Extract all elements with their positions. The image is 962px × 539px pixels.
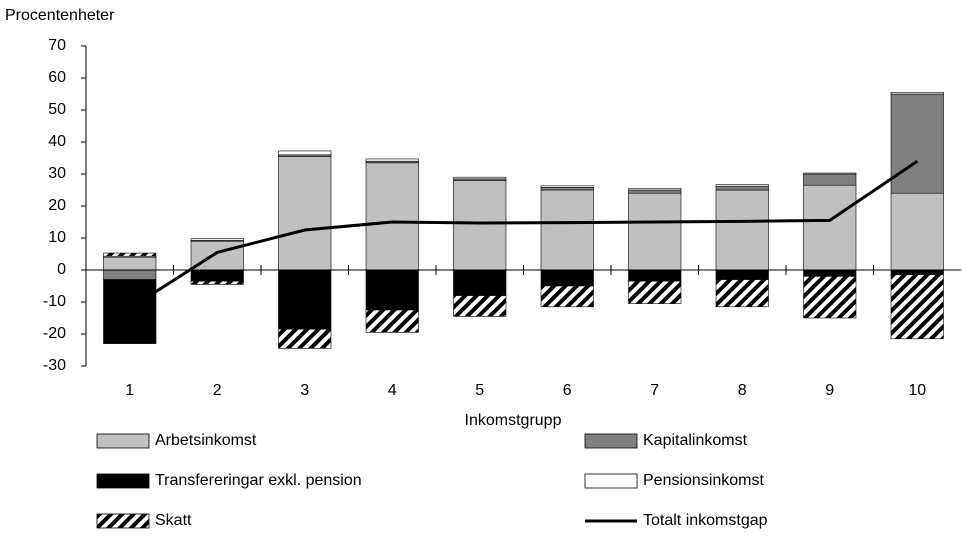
bar-segment <box>453 180 507 271</box>
bar-segment <box>103 256 157 271</box>
x-tick-label: 9 <box>825 382 834 399</box>
bar-segment <box>453 295 507 317</box>
legend-label: Skatt <box>155 512 192 529</box>
x-tick-label: 3 <box>300 382 309 399</box>
bar-segment <box>103 269 157 280</box>
bar-segment <box>628 189 682 194</box>
y-tick-label: 30 <box>48 165 66 182</box>
bar-segment <box>278 156 332 271</box>
legend-label: Transfereringar exkl. pension <box>155 472 362 489</box>
legend-label: Pensionsinkomst <box>643 472 765 489</box>
legend-swatch <box>96 513 150 529</box>
y-axis-label: Procentenheter <box>5 7 115 24</box>
bar-segment <box>453 269 507 296</box>
bar-segment <box>628 192 682 271</box>
bar-segment <box>365 309 419 333</box>
bar-segment <box>365 158 419 162</box>
x-tick-label: 6 <box>563 382 572 399</box>
bar-segment <box>890 192 944 271</box>
bar-segment <box>715 184 769 187</box>
bar-segment <box>628 188 682 191</box>
bar-segment <box>803 172 857 175</box>
bar-segment <box>453 176 507 180</box>
bar-segment <box>190 238 244 241</box>
legend-label: Kapitalinkomst <box>643 432 748 449</box>
x-tick-label: 10 <box>908 382 926 399</box>
y-tick-label: -20 <box>43 325 66 342</box>
bar-segment <box>715 189 769 271</box>
bar-segment <box>103 252 157 257</box>
bar-segment <box>803 269 857 277</box>
y-tick-label: -10 <box>43 293 66 310</box>
y-tick-label: 0 <box>57 261 66 278</box>
bar-segment <box>715 279 769 308</box>
bar-segment <box>190 269 244 282</box>
bar-segment <box>628 280 682 304</box>
x-axis-label: Inkomstgrupp <box>465 412 562 429</box>
bar-segment <box>803 173 857 186</box>
legend-label: Arbetsinkomst <box>155 432 257 449</box>
bar-segment <box>540 189 594 271</box>
legend-swatch <box>96 433 150 449</box>
y-tick-label: 50 <box>48 101 66 118</box>
y-tick-label: 60 <box>48 69 66 86</box>
y-tick-label: 70 <box>48 37 66 54</box>
bar-segment <box>803 276 857 319</box>
bar-segment <box>628 269 682 282</box>
legend-swatch <box>584 433 638 449</box>
bar-segment <box>540 285 594 308</box>
bar-segment <box>190 280 244 285</box>
bar-segment <box>715 269 769 280</box>
y-tick-label: 40 <box>48 133 66 150</box>
legend-label: Totalt inkomstgap <box>643 512 768 529</box>
y-tick-label: 20 <box>48 197 66 214</box>
bar-segment <box>365 162 419 271</box>
bar-segment <box>890 274 944 340</box>
bar-segment <box>540 269 594 287</box>
total-line <box>128 159 919 310</box>
x-tick-label: 8 <box>738 382 747 399</box>
bar-segment <box>890 269 944 276</box>
x-tick-label: 5 <box>475 382 484 399</box>
y-tick-label: -30 <box>43 357 66 374</box>
x-tick-label: 7 <box>650 382 659 399</box>
y-tick-label: 10 <box>48 229 66 246</box>
bar-segment <box>365 269 419 311</box>
bar-segment <box>540 187 594 191</box>
x-tick-label: 4 <box>388 382 397 399</box>
x-tick-label: 2 <box>213 382 222 399</box>
bar-segment <box>540 185 594 188</box>
bar-segment <box>715 185 769 191</box>
bar-segment <box>278 150 332 156</box>
bar-segment <box>278 328 332 349</box>
bar-segment <box>890 93 944 194</box>
bar-segment <box>890 92 944 95</box>
legend-swatch <box>584 473 638 489</box>
bar-segment <box>103 279 157 344</box>
x-tick-label: 1 <box>125 382 134 399</box>
bar-segment <box>803 184 857 271</box>
legend-swatch <box>96 473 150 489</box>
bar-segment <box>278 269 332 330</box>
